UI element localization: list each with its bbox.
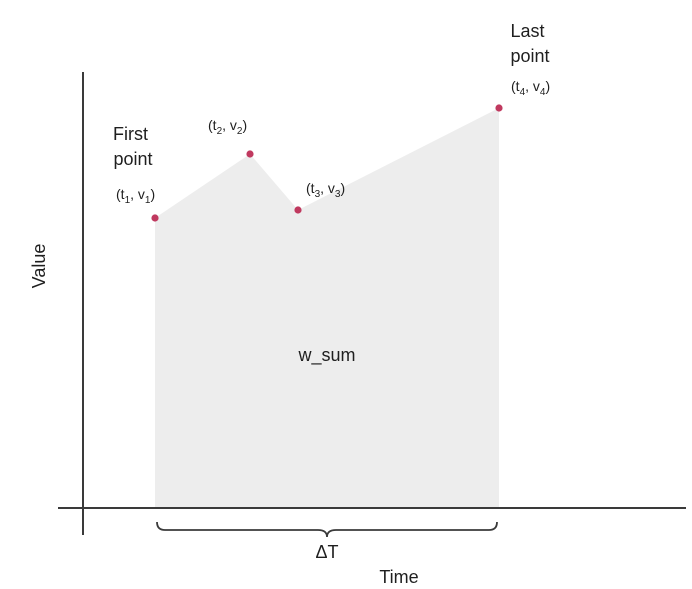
data-point-3 [294, 206, 302, 214]
first-point-callout: First point [113, 124, 153, 169]
point-4-label: (t4, v4) [511, 78, 550, 98]
last-point-callout: Last point [510, 21, 549, 66]
x-axis-label: Time [379, 567, 418, 587]
point-1-label: (t1, v1) [116, 186, 155, 206]
point-2-label: (t2, v2) [208, 117, 247, 137]
data-point-4 [495, 104, 503, 112]
delta-t-label: ΔT [315, 542, 338, 562]
delta-t-brace [156, 521, 498, 538]
data-point-2 [246, 150, 254, 158]
y-axis-label: Value [29, 244, 49, 289]
area-under-curve [155, 108, 499, 508]
data-point-1 [151, 214, 159, 222]
area-label: w_sum [297, 345, 355, 366]
